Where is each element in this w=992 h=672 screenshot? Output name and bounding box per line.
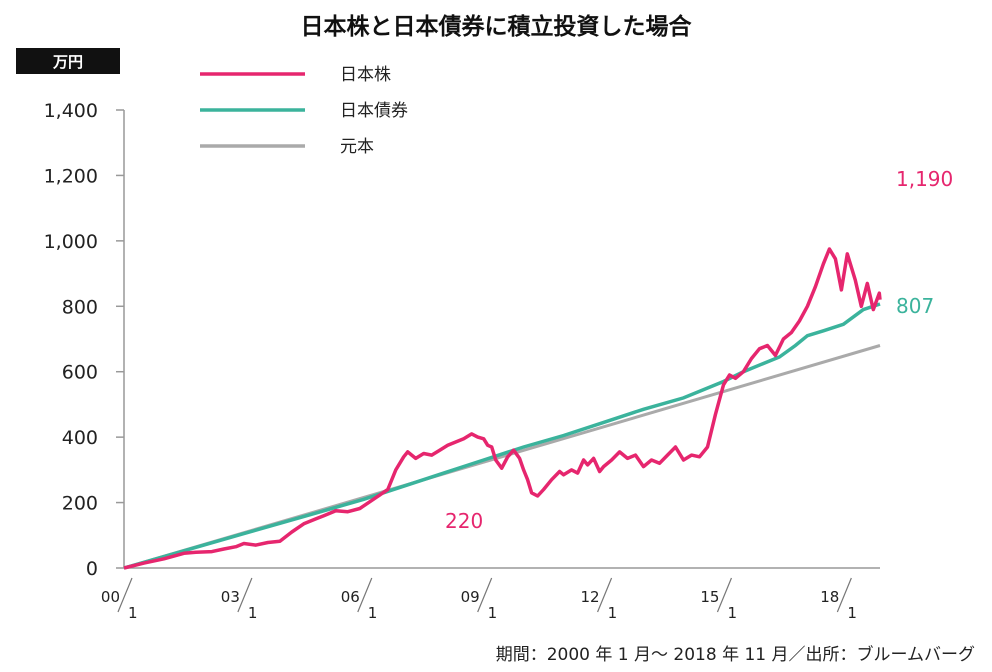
x-tick-slash — [597, 577, 613, 613]
x-tick-year: 03 — [221, 588, 240, 606]
legend-label-stocks: 日本株 — [340, 65, 391, 85]
y-tick-label: 1,200 — [44, 165, 98, 187]
unit-badge — [16, 48, 120, 74]
y-tick-label: 1,000 — [44, 231, 98, 253]
x-tick-year: 09 — [461, 588, 480, 606]
x-tick-month: 1 — [368, 604, 378, 622]
x-tick-month: 1 — [608, 604, 618, 622]
x-tick-month: 1 — [128, 604, 138, 622]
series-layer — [123, 247, 882, 570]
y-tick-label: 400 — [62, 427, 98, 449]
legend: 日本株 日本債券 元本 — [200, 65, 408, 157]
y-tick-label: 800 — [62, 296, 98, 318]
y-tick-label: 200 — [62, 493, 98, 515]
x-tick-slash — [357, 577, 373, 613]
unit-label: 万円 — [52, 53, 83, 71]
end-label-stocks: 1,190 — [896, 167, 953, 191]
legend-label-bonds: 日本債券 — [340, 101, 408, 121]
x-tick-year: 15 — [700, 588, 719, 606]
legend-label-principal: 元本 — [340, 137, 374, 157]
x-tick-month: 1 — [248, 604, 258, 622]
x-tick-year: 18 — [820, 588, 839, 606]
annotation-low-point: 220 — [445, 509, 483, 533]
source-note: 期間：2000 年 1 月～ 2018 年 11 月／出所：ブルームバーグ — [496, 644, 975, 665]
axes: 0 200 400 600 800 1,000 1,200 1,400 00 1 03 1 06 1 09 1… — [44, 100, 880, 622]
x-tick-year: 12 — [580, 588, 599, 606]
y-tick-label: 1,400 — [44, 100, 98, 122]
x-tick-year: 00 — [101, 588, 120, 606]
x-tick-slash — [117, 577, 133, 613]
end-label-bonds: 807 — [896, 294, 934, 318]
x-tick-month: 1 — [847, 604, 857, 622]
x-tick-slash — [237, 577, 253, 613]
chart-title: 日本株と日本債券に積立投資した場合 — [301, 13, 693, 40]
series-line-bonds — [123, 302, 881, 570]
y-tick-label: 0 — [86, 558, 98, 580]
x-tick-slash — [716, 577, 733, 613]
x-tick-slash — [477, 577, 493, 613]
x-tick-year: 06 — [341, 588, 360, 606]
y-tick-label: 600 — [62, 362, 98, 384]
series-line-stocks — [123, 247, 882, 570]
x-tick-month: 1 — [727, 604, 737, 622]
x-tick-slash — [836, 577, 852, 613]
x-tick-month: 1 — [488, 604, 498, 622]
